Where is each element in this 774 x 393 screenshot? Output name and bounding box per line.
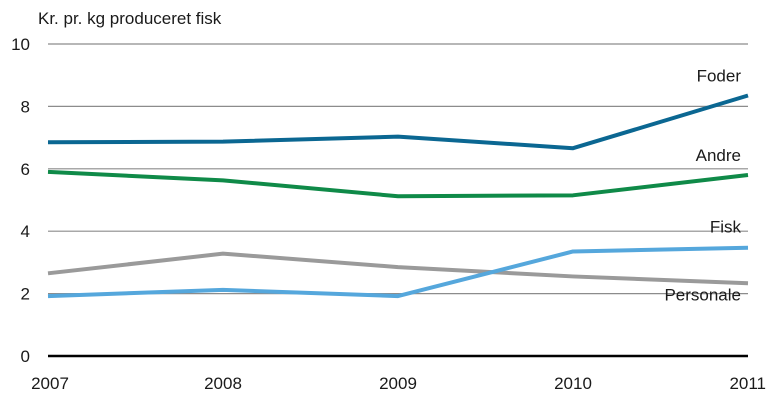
y-tick-label: 10: [11, 35, 30, 54]
y-tick-label: 8: [21, 97, 30, 116]
series-line-personale: [47, 245, 749, 299]
x-tick-labels: 2007 2008 2009 2010 2011: [31, 374, 766, 393]
x-tick-label: 2011: [729, 374, 766, 393]
y-tick-label: 4: [21, 222, 30, 241]
y-tick-labels: 0 2 4 6 8 10: [11, 35, 30, 366]
x-tick-label: 2007: [31, 374, 69, 393]
series-lines: [47, 93, 749, 299]
series-label-foder: Foder: [697, 66, 742, 85]
gridlines: [48, 43, 748, 295]
series-label-fisk: Fisk: [710, 218, 742, 237]
y-tick-label: 0: [21, 347, 30, 366]
y-tick-label: 2: [21, 285, 30, 304]
series-line-andre: [47, 169, 749, 199]
x-tick-label: 2008: [204, 374, 242, 393]
series-label-personale: Personale: [664, 285, 741, 304]
x-tick-label: 2010: [554, 374, 592, 393]
series-line-fisk: [47, 251, 749, 286]
series-line-foder: [47, 93, 749, 151]
series-labels: Foder Andre Fisk Personale: [664, 66, 741, 304]
y-tick-label: 6: [21, 160, 30, 179]
series-label-andre: Andre: [696, 146, 741, 165]
x-tick-label: 2009: [379, 374, 417, 393]
y-axis-title: Kr. pr. kg produceret fisk: [38, 9, 222, 28]
